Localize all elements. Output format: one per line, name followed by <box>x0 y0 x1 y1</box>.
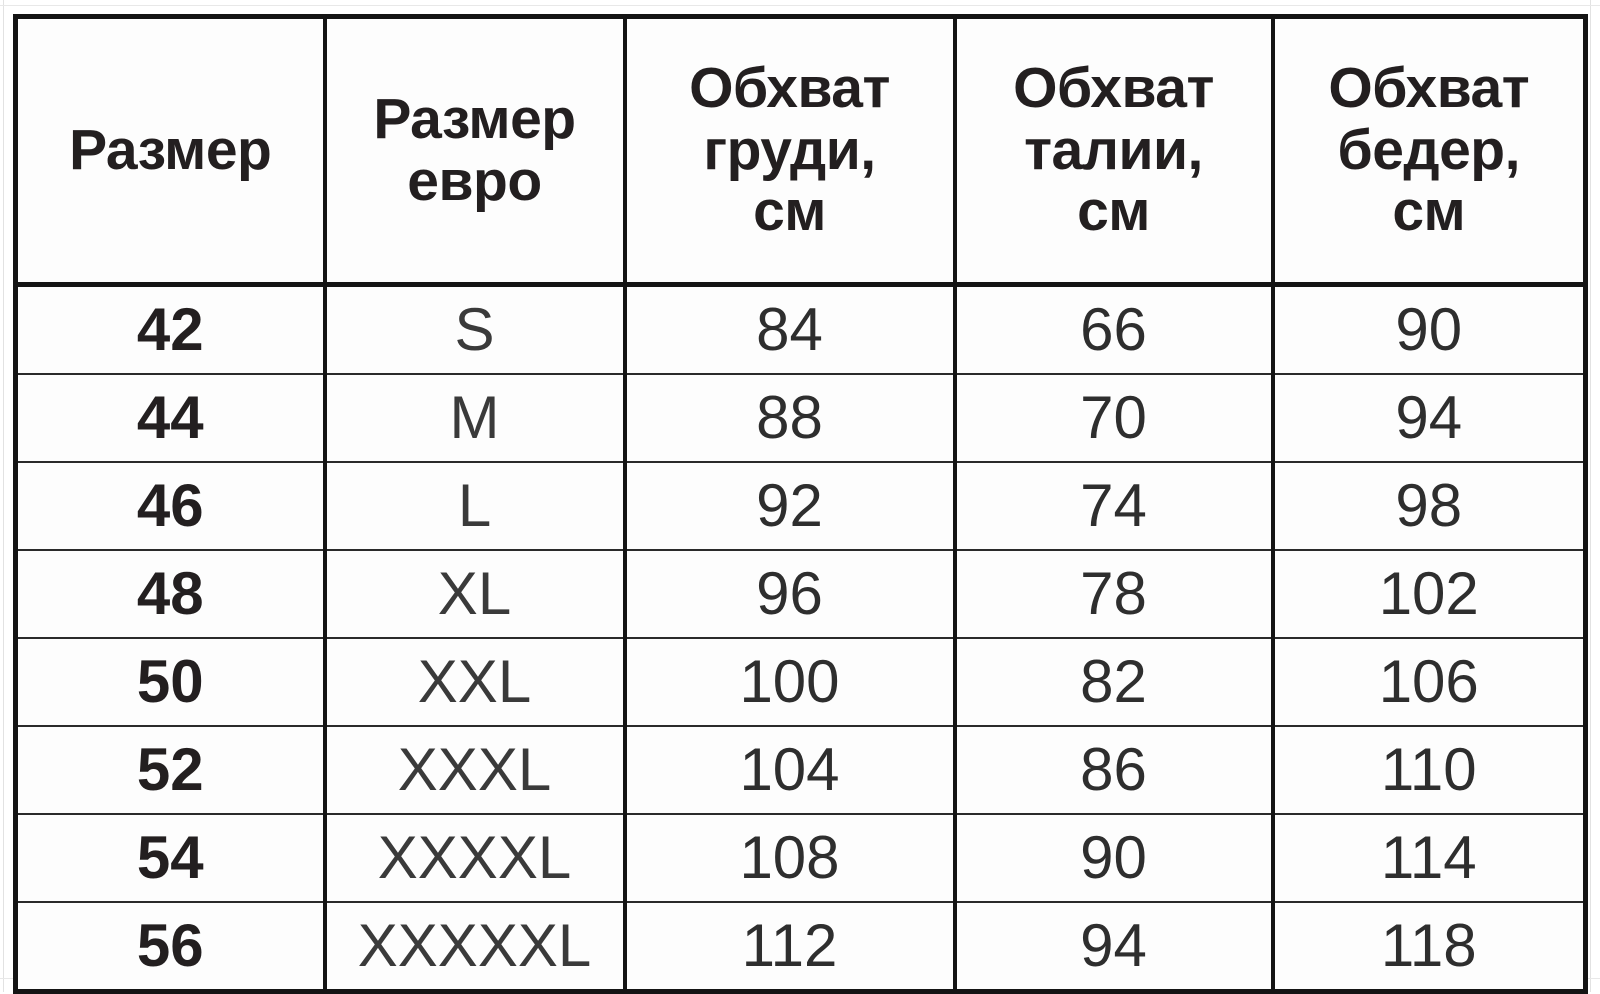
table-header: Размер Размер евро Обхват груди, см Обхв… <box>13 15 1588 287</box>
cell-chest: 112 <box>622 901 957 993</box>
cell-size: 46 <box>13 461 327 551</box>
sheet-gridline <box>0 5 1600 6</box>
cell-euro: L <box>322 461 627 551</box>
column-header-waist: Обхват талии, см <box>952 15 1275 287</box>
table-row: 44 M 88 70 94 <box>13 373 1588 463</box>
cell-size: 50 <box>13 637 327 727</box>
column-header-hips: Обхват бедер, см <box>1270 15 1588 287</box>
cell-euro: S <box>322 283 627 375</box>
cell-chest: 100 <box>622 637 957 727</box>
cell-hips: 106 <box>1270 637 1588 727</box>
cell-chest: 92 <box>622 461 957 551</box>
cell-chest: 108 <box>622 813 957 903</box>
cell-waist: 70 <box>952 373 1275 463</box>
cell-hips: 94 <box>1270 373 1588 463</box>
cell-waist: 74 <box>952 461 1275 551</box>
cell-size: 52 <box>13 725 327 815</box>
table-row: 48 XL 96 78 102 <box>13 549 1588 639</box>
cell-waist: 90 <box>952 813 1275 903</box>
cell-euro: XXXXXL <box>322 901 627 993</box>
cell-waist: 86 <box>952 725 1275 815</box>
table-row: 42 S 84 66 90 <box>13 283 1588 375</box>
cell-chest: 96 <box>622 549 957 639</box>
cell-waist: 78 <box>952 549 1275 639</box>
cell-hips: 110 <box>1270 725 1588 815</box>
cell-euro: XL <box>322 549 627 639</box>
cell-euro: XXXL <box>322 725 627 815</box>
cell-hips: 102 <box>1270 549 1588 639</box>
cell-chest: 84 <box>622 283 957 375</box>
table-row: 46 L 92 74 98 <box>13 461 1588 551</box>
cell-size: 48 <box>13 549 327 639</box>
header-row: Размер Размер евро Обхват груди, см Обхв… <box>13 15 1588 287</box>
cell-chest: 104 <box>622 725 957 815</box>
table-row: 56 XXXXXL 112 94 118 <box>13 901 1588 993</box>
cell-size: 56 <box>13 901 327 993</box>
cell-euro: M <box>322 373 627 463</box>
sheet-gridline <box>1590 0 1591 992</box>
cell-waist: 94 <box>952 901 1275 993</box>
column-header-chest: Обхват груди, см <box>622 15 957 287</box>
column-header-size: Размер <box>13 15 327 287</box>
table-row: 54 XXXXL 108 90 114 <box>13 813 1588 903</box>
table-body: 42 S 84 66 90 44 M 88 70 94 46 L 92 74 98 48 XL 96 78 102 50… <box>13 283 1588 993</box>
cell-hips: 90 <box>1270 283 1588 375</box>
cell-hips: 114 <box>1270 813 1588 903</box>
column-header-euro: Размер евро <box>322 15 627 287</box>
cell-size: 54 <box>13 813 327 903</box>
size-chart-table: Размер Размер евро Обхват груди, см Обхв… <box>13 14 1588 994</box>
cell-size: 42 <box>13 283 327 375</box>
cell-hips: 98 <box>1270 461 1588 551</box>
cell-waist: 66 <box>952 283 1275 375</box>
cell-hips: 118 <box>1270 901 1588 993</box>
table-row: 50 XXL 100 82 106 <box>13 637 1588 727</box>
sheet-gridline <box>3 0 4 992</box>
table-row: 52 XXXL 104 86 110 <box>13 725 1588 815</box>
cell-waist: 82 <box>952 637 1275 727</box>
cell-chest: 88 <box>622 373 957 463</box>
cell-size: 44 <box>13 373 327 463</box>
cell-euro: XXXXL <box>322 813 627 903</box>
cell-euro: XXL <box>322 637 627 727</box>
